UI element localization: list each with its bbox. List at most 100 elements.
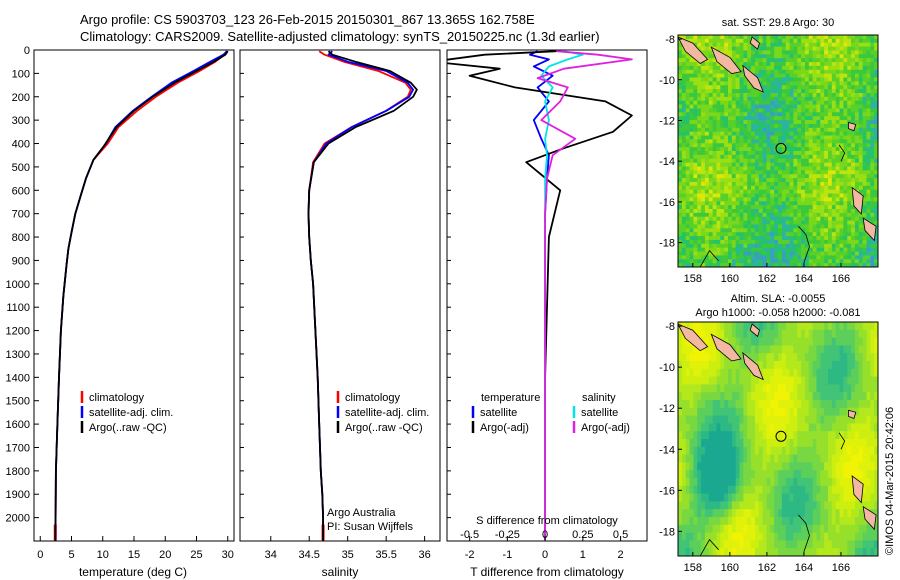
island-landmass <box>710 46 742 75</box>
map-lat-label: -10 <box>659 75 675 87</box>
depth-tick-label: 700 <box>12 209 30 221</box>
salinity-legend: climatology satellite-adj. clim. Argo(..… <box>336 391 429 434</box>
x-tick-label: 35.5 <box>375 549 396 561</box>
x-tick-label: 34.5 <box>299 549 320 561</box>
map-lat-label: -14 <box>659 444 675 456</box>
depth-tick-label: 1300 <box>6 349 30 361</box>
s-difference-label: S difference from climatology <box>476 515 618 527</box>
island-landmass <box>678 323 709 352</box>
salinity-plot <box>307 50 418 541</box>
legend-t-satellite: satellite <box>480 407 517 419</box>
depth-tick-label: 1600 <box>6 419 30 431</box>
legend-climatology: climatology <box>89 392 145 404</box>
sla-map-frame <box>677 321 879 557</box>
bathymetry-contour <box>838 432 846 450</box>
s-tick-label: 0.5 <box>613 529 628 541</box>
map-lat-label: -18 <box>659 526 675 538</box>
series-line-temperature-satellite-adj-clim- <box>54 50 228 541</box>
map-lon-label: 162 <box>758 562 776 574</box>
island-landmass <box>710 333 742 362</box>
depth-tick-label: 1100 <box>6 302 30 314</box>
depth-tick-label: 500 <box>12 162 30 174</box>
x-tick-label: 25 <box>190 549 202 561</box>
depth-tick-label: 1500 <box>6 396 30 408</box>
depth-tick-label: 100 <box>12 68 30 80</box>
x-tick-label: 30 <box>222 549 234 561</box>
x-tick-label: 20 <box>159 549 171 561</box>
credit-org: Argo Australia <box>327 507 396 519</box>
sst-map-field <box>678 35 878 267</box>
sla-map-title: Altim. SLA: -0.0055 <box>731 293 826 305</box>
argo-float-position-marker <box>775 430 787 442</box>
temperature-legend: climatology satellite-adj. clim. Argo(..… <box>80 391 173 434</box>
series-line-difference-salinity-argo-adj- <box>536 50 633 541</box>
legend-t-argo: Argo(-adj) <box>480 422 529 434</box>
x-tick-label: 15 <box>128 549 140 561</box>
series-line-temperature-argo-raw-qc- <box>54 50 229 541</box>
legend-s-argo: Argo(-adj) <box>581 422 630 434</box>
island-landmass <box>749 323 760 338</box>
credit-pi: PI: Susan Wijffels <box>327 521 413 533</box>
legend-satellite-adj-s: satellite-adj. clim. <box>345 407 429 419</box>
island-landmass <box>862 505 877 531</box>
depth-tick-label: 1400 <box>6 372 30 384</box>
island-landmass <box>848 121 857 132</box>
imos-stamp: ©IMOS 04-Mar-2015 20:42:06 <box>884 407 896 555</box>
map-lon-label: 164 <box>795 273 813 285</box>
map-lat-label: -12 <box>659 403 675 415</box>
depth-tick-label: 400 <box>12 139 30 151</box>
salinity-ticks: 34 34.5 35 35.5 36 <box>265 536 431 561</box>
depth-tick-label: 1900 <box>6 489 30 501</box>
bathymetry-contour <box>838 144 846 162</box>
depth-tick-label: 200 <box>12 92 30 104</box>
legend-satellite-adj: satellite-adj. clim. <box>89 407 173 419</box>
depth-tick-label: 300 <box>12 115 30 127</box>
s-tick-label: -0.25 <box>495 529 520 541</box>
depth-axis: 0 100 200 300 400 500 600 700 800 900 1000 1100 1200… <box>6 45 451 541</box>
island-landmass <box>848 409 857 420</box>
x-tick-label: 5 <box>68 549 74 561</box>
bathymetry-contour <box>699 250 719 267</box>
legend-argo-raw: Argo(..raw -QC) <box>89 422 167 434</box>
island-landmass <box>851 475 864 504</box>
map-lon-label: 166 <box>832 562 850 574</box>
x-tick-label: 35 <box>342 549 354 561</box>
depth-tick-label: 1700 <box>6 442 30 454</box>
sst-map-overlay <box>678 36 877 267</box>
sla-map-field <box>678 322 878 556</box>
salinity-x-label: salinity <box>322 565 359 579</box>
sst-map-frame <box>677 34 879 268</box>
map-lat-label: -16 <box>659 485 675 497</box>
map-lat-label: -8 <box>665 321 675 333</box>
t-difference-x-label: T difference from climatology <box>470 565 624 579</box>
island-landmass <box>749 36 760 50</box>
legend-s-satellite: satellite <box>581 407 618 419</box>
map-lon-label: 160 <box>721 273 739 285</box>
map-lat-label: -8 <box>665 34 675 46</box>
legend-argo-raw-s: Argo(..raw -QC) <box>345 422 423 434</box>
island-landmass <box>851 186 864 216</box>
map-lat-label: -18 <box>659 238 675 250</box>
series-line-temperature-climatology <box>54 50 228 541</box>
temperature-x-label: temperature (deg C) <box>79 565 187 579</box>
map-lon-label: 164 <box>795 562 813 574</box>
map-lat-label: -10 <box>659 362 675 374</box>
legend-climatology-s: climatology <box>345 392 401 404</box>
x-tick-label: 0 <box>37 549 43 561</box>
map-lat-label: -16 <box>659 197 675 209</box>
sla-map-overlay <box>678 323 877 556</box>
sst-map-ticks: 158 160 162 164 166 -8 -10 -12 -14 -16 -18 <box>659 34 850 285</box>
title-line-1: Argo profile: CS 5903703_123 26-Feb-2015… <box>80 12 535 27</box>
depth-tick-label: 600 <box>12 185 30 197</box>
x-tick-label: 2 <box>618 549 624 561</box>
sla-map-subtitle: Argo h1000: -0.058 h2000: -0.081 <box>695 307 860 319</box>
s-tick-label: -0.5 <box>460 529 479 541</box>
difference-ticks: -2 -1 0 1 2 -0.5 -0.25 0 0.25 0.5 <box>460 529 628 561</box>
depth-tick-label: 2000 <box>6 513 30 525</box>
s-tick-label: 0.25 <box>572 529 593 541</box>
map-lon-label: 162 <box>758 273 776 285</box>
map-lon-label: 160 <box>721 562 739 574</box>
island-landmass <box>742 64 764 93</box>
depth-tick-label: 1800 <box>6 466 30 478</box>
